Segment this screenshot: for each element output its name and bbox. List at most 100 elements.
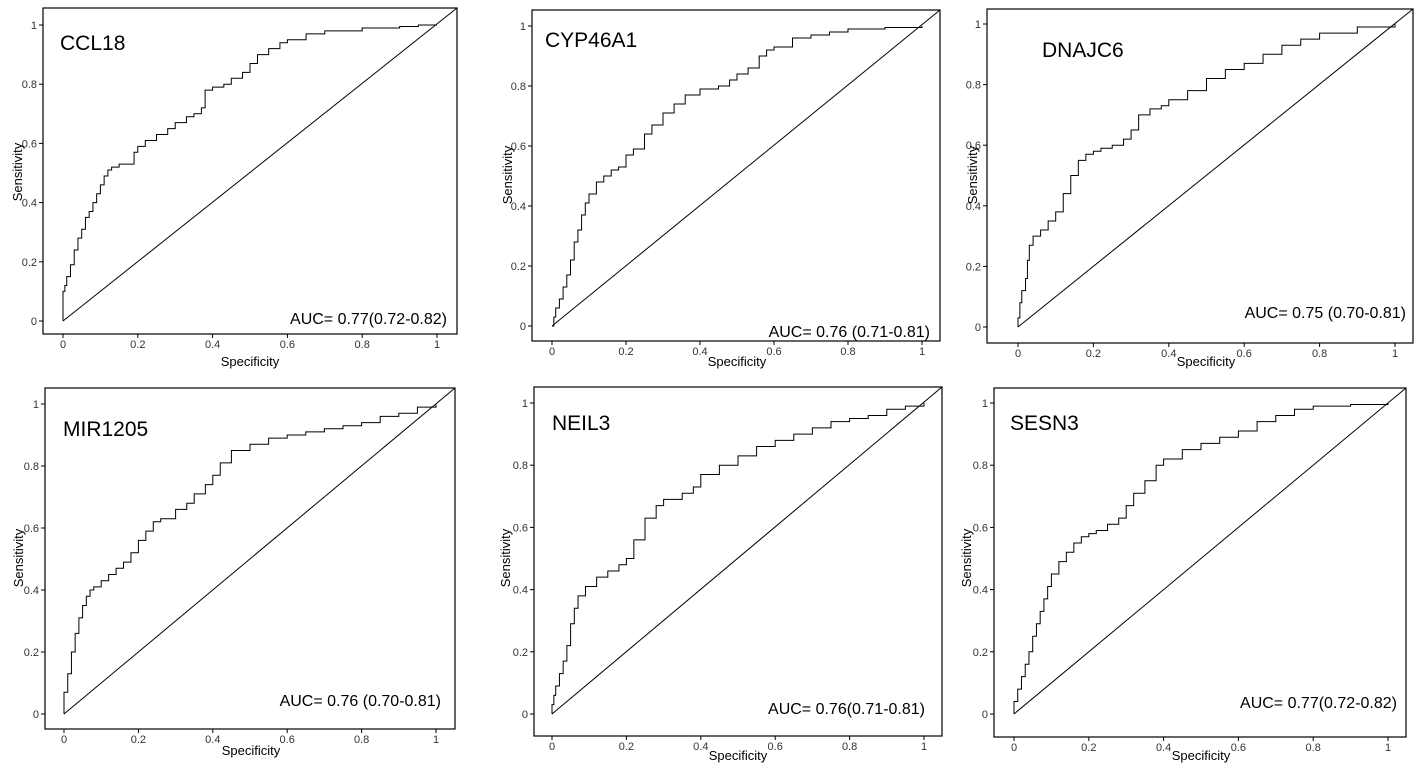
x-axis-label: Specificity [1172,748,1231,763]
y-tick-label: 0.2 [22,257,37,269]
x-axis-label: Specificity [709,748,768,763]
x-tick-label: 0.6 [1237,348,1252,360]
y-tick-label: 0.4 [24,585,39,597]
y-axis-label: Sensitivity [11,528,26,587]
reference-diagonal-line [63,387,456,715]
panel-title: DNAJC6 [1042,39,1124,62]
x-tick-label: 0 [60,339,66,351]
y-axis-label: Sensitivity [10,142,25,201]
reference-diagonal-line [62,7,458,322]
x-tick-label: 0.2 [1081,742,1096,754]
plot-frame [993,387,1407,738]
x-tick-label: 1 [1385,742,1391,754]
x-tick-label: 0 [549,741,555,753]
x-tick-label: 0.8 [1306,742,1321,754]
x-tick-label: 0.6 [280,339,295,351]
x-tick-label: 0.6 [280,734,295,746]
roc-curve [1013,403,1389,714]
y-tick-label: 0.6 [511,141,526,153]
y-tick-label: 0.4 [973,585,988,597]
y-tick-label: 0.6 [966,140,981,152]
x-tick-label: 0.2 [131,734,146,746]
roc-curve [62,24,437,321]
x-tick-label: 0.8 [354,734,369,746]
panel-title: CYP46A1 [545,29,637,52]
roc-curve [552,26,923,327]
x-axis-label: Specificity [221,354,280,369]
x-tick-label: 0 [1011,742,1017,754]
y-tick-label: 0.8 [966,80,981,92]
y-tick-label: 0 [982,709,988,721]
plot-frame [986,8,1414,344]
x-tick-label: 0.6 [766,346,781,358]
x-tick-label: 0.8 [355,339,370,351]
y-tick-label: 1 [982,398,988,410]
panel-title: NEIL3 [552,412,610,435]
x-tick-label: 1 [434,339,440,351]
reference-diagonal-line [1013,387,1407,715]
x-tick-label: 0.4 [205,339,220,351]
reference-diagonal-line [551,9,941,327]
x-tick-label: 0.8 [842,741,857,753]
x-tick-label: 1 [919,346,925,358]
y-tick-label: 0.6 [22,138,37,150]
auc-annotation: AUC= 0.77(0.72-0.82) [1240,695,1397,712]
auc-annotation: AUC= 0.76 (0.71-0.81) [769,324,930,341]
panel-title: SESN3 [1010,412,1079,435]
x-tick-label: 0.2 [1086,348,1101,360]
y-tick-label: 0.6 [513,522,528,534]
reference-diagonal-line [1017,8,1414,328]
y-tick-label: 0.8 [513,460,528,472]
y-tick-label: 0.2 [24,647,39,659]
y-tick-label: 1 [522,398,528,410]
x-tick-label: 0.4 [1161,348,1176,360]
panel-title: CCL18 [60,32,125,55]
y-tick-label: 0.2 [973,647,988,659]
x-tick-label: 0 [61,734,67,746]
y-axis-label: Sensitivity [498,528,513,587]
auc-annotation: AUC= 0.76(0.71-0.81) [768,701,925,718]
roc-curve [1017,24,1396,327]
x-tick-label: 0 [1015,348,1021,360]
y-tick-label: 0.4 [22,198,37,210]
x-tick-label: 0.4 [205,734,220,746]
x-tick-label: 1 [1392,348,1398,360]
x-tick-label: 0.2 [618,346,633,358]
x-axis-label: Specificity [708,354,767,369]
x-axis-label: Specificity [222,743,281,758]
roc-curve [551,403,925,714]
y-tick-label: 0.6 [24,523,39,535]
x-tick-label: 1 [433,734,439,746]
y-tick-label: 0.4 [511,201,526,213]
reference-diagonal-line [551,386,943,715]
auc-annotation: AUC= 0.77(0.72-0.82) [290,311,447,328]
y-tick-label: 0 [975,322,981,334]
y-axis-label: Sensitivity [500,145,515,204]
y-tick-label: 1 [520,21,526,33]
roc-curve [63,404,437,714]
y-tick-label: 0.4 [513,585,528,597]
y-tick-label: 0.8 [24,461,39,473]
x-tick-label: 0.4 [1156,742,1171,754]
y-tick-label: 0.2 [966,261,981,273]
x-tick-label: 1 [921,741,927,753]
x-tick-label: 0.2 [619,741,634,753]
y-tick-label: 0.2 [511,261,526,273]
plot-frame [44,387,456,730]
y-tick-label: 0 [31,316,37,328]
x-tick-label: 0.6 [1231,742,1246,754]
y-tick-label: 0.6 [973,522,988,534]
y-tick-label: 0 [520,321,526,333]
